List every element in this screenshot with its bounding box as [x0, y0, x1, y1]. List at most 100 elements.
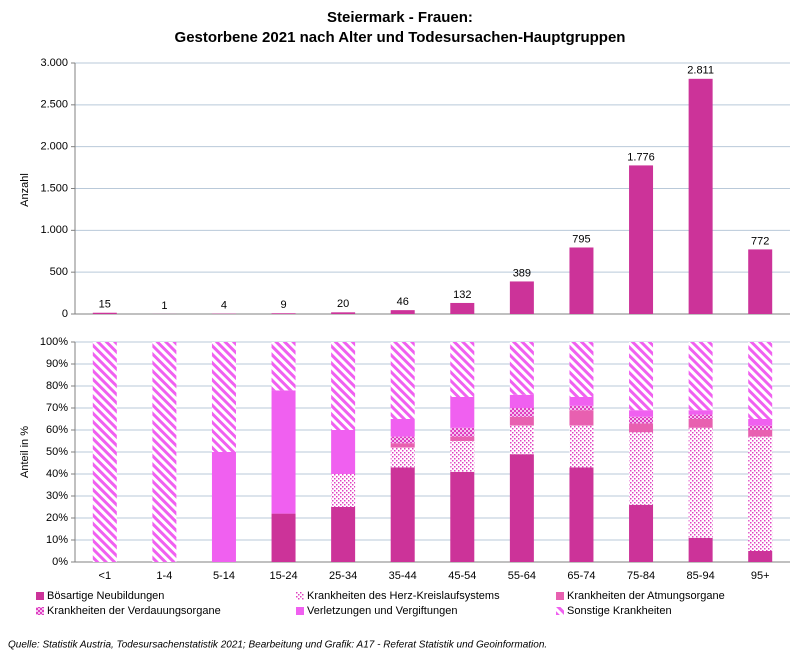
legend-swatch: [556, 607, 564, 615]
bar-segment: [748, 342, 773, 419]
bar-segment: [629, 410, 654, 417]
bar-segment: [688, 419, 713, 428]
bar-segment: [629, 504, 654, 562]
legend-label: Krankheiten der Atmungsorgane: [567, 590, 725, 602]
y-tick-label: 10%: [46, 534, 68, 546]
x-tick-label: 45-54: [448, 570, 476, 582]
y-tick-label: 1.000: [40, 224, 68, 236]
bar-segment: [569, 405, 594, 411]
x-tick-label: 75-84: [627, 570, 655, 582]
chart-title: Steiermark - Frauen:: [327, 9, 473, 26]
bar-segment: [390, 436, 415, 444]
bar-segment: [629, 342, 654, 411]
legend-label: Verletzungen und Vergiftungen: [307, 605, 457, 617]
y-tick-label: 30%: [46, 490, 68, 502]
y-axis-label: Anzahl: [19, 173, 31, 207]
bar-segment: [509, 342, 534, 395]
bar-segment: [629, 416, 654, 424]
bar-segment: [331, 342, 356, 430]
bar: [748, 249, 773, 314]
y-tick-label: 50%: [46, 446, 68, 458]
x-tick-label: 35-44: [389, 570, 417, 582]
bar-segment: [748, 551, 773, 562]
y-axis-label: Anteil in %: [19, 426, 31, 478]
y-tick-label: 100%: [40, 336, 68, 348]
bar: [569, 247, 594, 314]
data-label: 20: [337, 298, 349, 310]
legend-label: Krankheiten des Herz-Kreislaufsystems: [307, 590, 500, 602]
bar-segment: [211, 452, 236, 562]
bar-segment: [450, 342, 475, 397]
bar-segment: [569, 342, 594, 397]
bar-segment: [509, 394, 534, 408]
bar: [450, 302, 475, 314]
bar-segment: [450, 441, 475, 472]
x-tick-label: 85-94: [687, 570, 715, 582]
bar-segment: [390, 419, 415, 437]
bar-segment: [748, 425, 773, 430]
bar-segment: [271, 342, 296, 391]
bar-segment: [211, 342, 236, 452]
chart-title: Gestorbene 2021 nach Alter und Todesursa…: [175, 29, 626, 46]
bar-segment: [688, 410, 713, 415]
bar-segment: [688, 342, 713, 411]
data-label: 9: [280, 299, 286, 311]
data-label: 132: [453, 289, 471, 301]
data-label: 795: [572, 233, 590, 245]
bar: [688, 78, 713, 314]
bar: [271, 313, 296, 314]
y-tick-label: 1.500: [40, 182, 68, 194]
bar-segment: [569, 467, 594, 562]
y-tick-label: 0: [62, 308, 68, 320]
bar-segment: [569, 397, 594, 406]
legend-swatch: [36, 607, 44, 615]
y-tick-label: 2.500: [40, 99, 68, 111]
bar-segment: [331, 507, 356, 562]
bar-segment: [569, 425, 594, 468]
legend-label: Bösartige Neubildungen: [47, 590, 164, 602]
bar-segment: [152, 342, 177, 562]
x-tick-label: 1-4: [156, 570, 172, 582]
bar-segment: [390, 342, 415, 419]
x-tick-label: 95+: [751, 570, 770, 582]
bar-segment: [688, 414, 713, 419]
bar-segment: [331, 474, 356, 507]
bar-segment: [629, 423, 654, 433]
bar-segment: [390, 447, 415, 468]
legend-swatch: [556, 592, 564, 600]
bar-segment: [569, 410, 594, 426]
legend-swatch: [296, 592, 304, 600]
bar-segment: [688, 427, 713, 538]
bar: [629, 165, 654, 314]
data-label: 4: [221, 300, 227, 312]
y-tick-label: 60%: [46, 424, 68, 436]
data-label: 46: [397, 296, 409, 308]
bar-segment: [748, 430, 773, 437]
bar-segment: [450, 397, 475, 428]
data-label: 389: [513, 267, 531, 279]
source-note: Quelle: Statistik Austria, Todesursachen…: [8, 640, 547, 651]
x-tick-label: 55-64: [508, 570, 536, 582]
data-label: 1: [161, 300, 167, 312]
bar-segment: [688, 537, 713, 562]
bar-segment: [748, 419, 773, 426]
bar: [92, 312, 117, 314]
bar-segment: [748, 436, 773, 551]
x-tick-label: 5-14: [213, 570, 235, 582]
bar-segment: [509, 425, 534, 455]
y-tick-label: 500: [50, 266, 68, 278]
legend-swatch: [296, 607, 304, 615]
data-label: 15: [99, 299, 111, 311]
bar-segment: [629, 432, 654, 505]
x-tick-label: 25-34: [329, 570, 357, 582]
bar-segment: [509, 408, 534, 417]
x-tick-label: 65-74: [567, 570, 595, 582]
data-label: 772: [751, 235, 769, 247]
x-tick-label: 15-24: [269, 570, 297, 582]
bar-segment: [331, 430, 356, 474]
bar-segment: [450, 436, 475, 441]
data-label: 2.811: [687, 65, 714, 77]
bar: [390, 310, 415, 314]
y-tick-label: 20%: [46, 512, 68, 524]
